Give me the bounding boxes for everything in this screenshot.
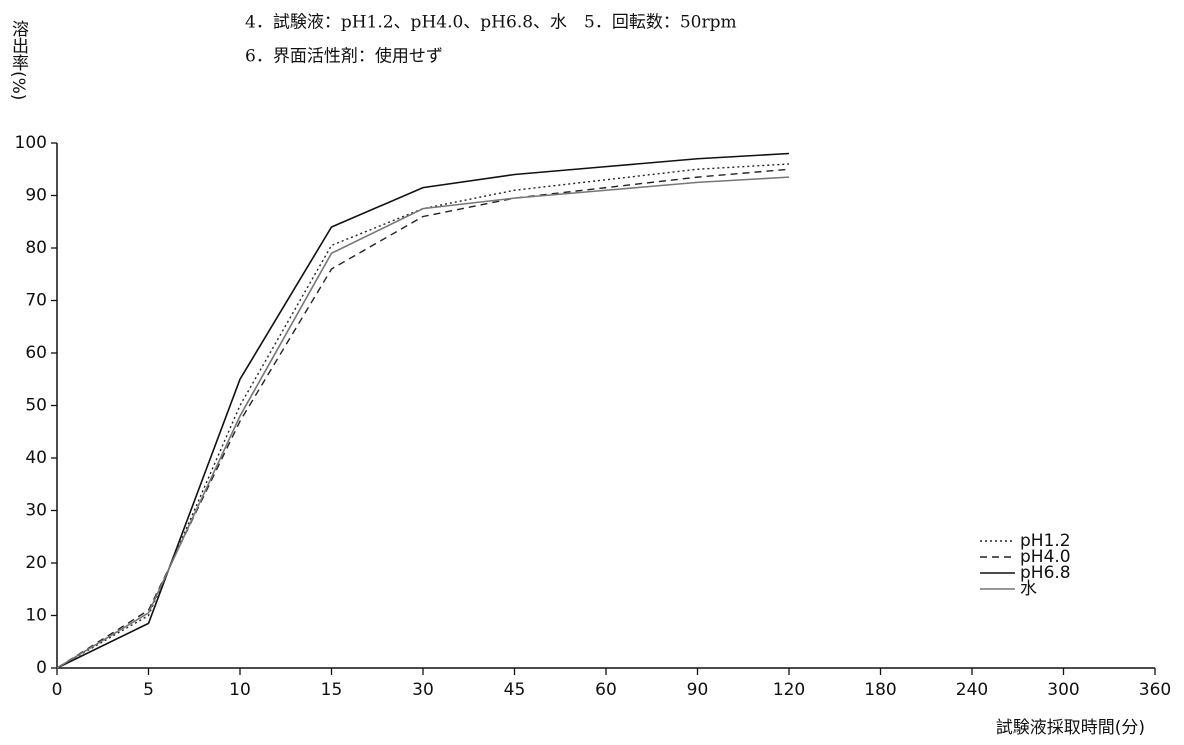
y-tick-label: 100 bbox=[15, 133, 47, 153]
series-line bbox=[56, 176, 790, 669]
x-tick-label: 240 bbox=[956, 680, 988, 700]
y-tick-label: 20 bbox=[25, 553, 47, 573]
x-axis-label: 試験液採取時間(分) bbox=[996, 718, 1145, 738]
series-line bbox=[56, 163, 790, 669]
x-tick-label: 5 bbox=[143, 680, 154, 700]
annotation: 6．界面活性剤：使用せず bbox=[245, 46, 443, 67]
x-tick-label: 360 bbox=[1139, 680, 1171, 700]
x-tick-label: 120 bbox=[773, 680, 805, 700]
x-tick-label: 45 bbox=[504, 680, 526, 700]
y-tick-label: 10 bbox=[25, 606, 47, 626]
x-tick-label: 300 bbox=[1047, 680, 1079, 700]
annotation: 4．試験液：pH1.2、pH4.0、pH6.8、水 5．回転数：50rpm bbox=[245, 13, 737, 33]
y-tick-label: 80 bbox=[25, 238, 47, 258]
legend-label: pH1.2 bbox=[1020, 531, 1071, 551]
x-tick-label: 15 bbox=[321, 680, 343, 700]
y-tick-label: 60 bbox=[25, 343, 47, 363]
y-tick-label: 30 bbox=[25, 501, 47, 521]
x-tick-label: 10 bbox=[229, 680, 251, 700]
y-tick-label: 40 bbox=[25, 448, 47, 468]
series-line bbox=[56, 168, 790, 669]
legend-label: pH6.8 bbox=[1020, 563, 1071, 583]
y-tick-label: 70 bbox=[25, 291, 47, 311]
y-tick-label: 0 bbox=[36, 658, 47, 678]
x-tick-label: 180 bbox=[864, 680, 896, 700]
x-tick-label: 60 bbox=[595, 680, 617, 700]
y-tick-label: 90 bbox=[25, 186, 47, 206]
x-tick-label: 90 bbox=[687, 680, 709, 700]
y-axis-label: 溶出率(%) bbox=[8, 20, 29, 100]
x-tick-label: 30 bbox=[412, 680, 434, 700]
x-tick-label: 0 bbox=[52, 680, 63, 700]
legend-label: 水 bbox=[1020, 579, 1037, 599]
legend-label: pH4.0 bbox=[1020, 547, 1071, 567]
series-line bbox=[56, 152, 790, 669]
y-tick-label: 50 bbox=[25, 396, 47, 416]
